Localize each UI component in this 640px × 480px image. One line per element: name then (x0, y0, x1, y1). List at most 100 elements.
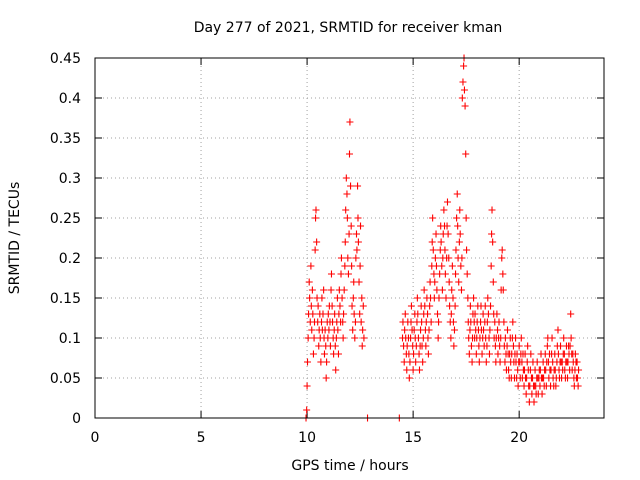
x-tick-label: 15 (404, 430, 422, 446)
data-point (314, 302, 322, 310)
data-point (467, 342, 475, 350)
y-tick-label: 0 (72, 411, 81, 427)
data-point (447, 334, 455, 342)
data-point (348, 302, 356, 310)
data-point (357, 222, 365, 230)
data-point (413, 294, 421, 302)
data-point (455, 278, 463, 286)
data-point (458, 254, 466, 262)
data-point (303, 406, 311, 414)
data-point (445, 278, 453, 286)
data-point (458, 94, 466, 102)
data-point (310, 334, 318, 342)
y-tick-label: 0.35 (50, 131, 81, 147)
data-point (552, 382, 560, 390)
data-point (304, 334, 312, 342)
data-point (485, 350, 493, 358)
data-point (341, 238, 349, 246)
data-point (307, 262, 315, 270)
data-point (573, 358, 581, 366)
data-point (339, 318, 347, 326)
data-point (312, 206, 320, 214)
data-point (348, 262, 356, 270)
data-point (315, 342, 323, 350)
data-point (434, 310, 442, 318)
data-point (452, 246, 460, 254)
data-point (338, 294, 346, 302)
data-point (514, 382, 522, 390)
data-point (327, 286, 335, 294)
data-point (307, 302, 315, 310)
data-point (401, 310, 409, 318)
data-point (332, 334, 340, 342)
data-point (358, 342, 366, 350)
data-point (334, 326, 342, 334)
data-point (355, 278, 363, 286)
data-point (441, 246, 449, 254)
data-point (448, 286, 456, 294)
data-point (489, 238, 497, 246)
data-point (306, 294, 314, 302)
data-point (457, 286, 465, 294)
data-point (448, 262, 456, 270)
data-point (500, 318, 508, 326)
data-point (343, 214, 351, 222)
data-point (548, 334, 556, 342)
data-point (499, 270, 507, 278)
data-point (440, 206, 448, 214)
data-point (343, 190, 351, 198)
data-point (419, 358, 427, 366)
y-tick-label: 0.45 (50, 51, 81, 67)
data-point (346, 118, 354, 126)
data-point (327, 270, 335, 278)
data-point (432, 230, 440, 238)
data-point (303, 382, 311, 390)
data-point (498, 254, 506, 262)
data-point (530, 398, 538, 406)
data-point (415, 366, 423, 374)
data-point (359, 326, 367, 334)
data-point (308, 326, 316, 334)
data-point (349, 326, 357, 334)
data-point (471, 310, 479, 318)
data-point (486, 326, 494, 334)
plot-frame (94, 57, 605, 419)
data-point (575, 366, 583, 374)
data-point (431, 278, 439, 286)
data-point (356, 262, 364, 270)
data-point (571, 350, 579, 358)
data-point (425, 326, 433, 334)
data-point (337, 270, 345, 278)
data-point (442, 294, 450, 302)
data-point (483, 318, 491, 326)
y-tick-labels: 0 0.05 0.1 0.15 0.2 0.25 0.3 0.35 0.4 0.45 (50, 51, 81, 427)
data-point (451, 302, 459, 310)
data-point (494, 326, 502, 334)
data-point (450, 342, 458, 350)
data-point (438, 262, 446, 270)
data-point (407, 318, 415, 326)
data-point (475, 358, 483, 366)
data-point (344, 270, 352, 278)
y-tick-label: 0.4 (59, 91, 81, 107)
data-point (459, 78, 467, 86)
data-point (354, 238, 362, 246)
data-point (324, 310, 332, 318)
data-point (359, 302, 367, 310)
data-point (538, 390, 546, 398)
data-point (344, 254, 352, 262)
y-tick-label: 0.05 (50, 371, 81, 387)
data-point (554, 326, 562, 334)
data-point (424, 334, 432, 342)
data-point (357, 318, 365, 326)
data-point (450, 326, 458, 334)
data-point (309, 350, 317, 358)
data-point (354, 214, 362, 222)
data-point (422, 342, 430, 350)
data-point (488, 206, 496, 214)
data-point (517, 334, 525, 342)
y-axis-label: SRMTID / TECUs (7, 182, 23, 295)
data-point (504, 326, 512, 334)
data-point (494, 350, 502, 358)
